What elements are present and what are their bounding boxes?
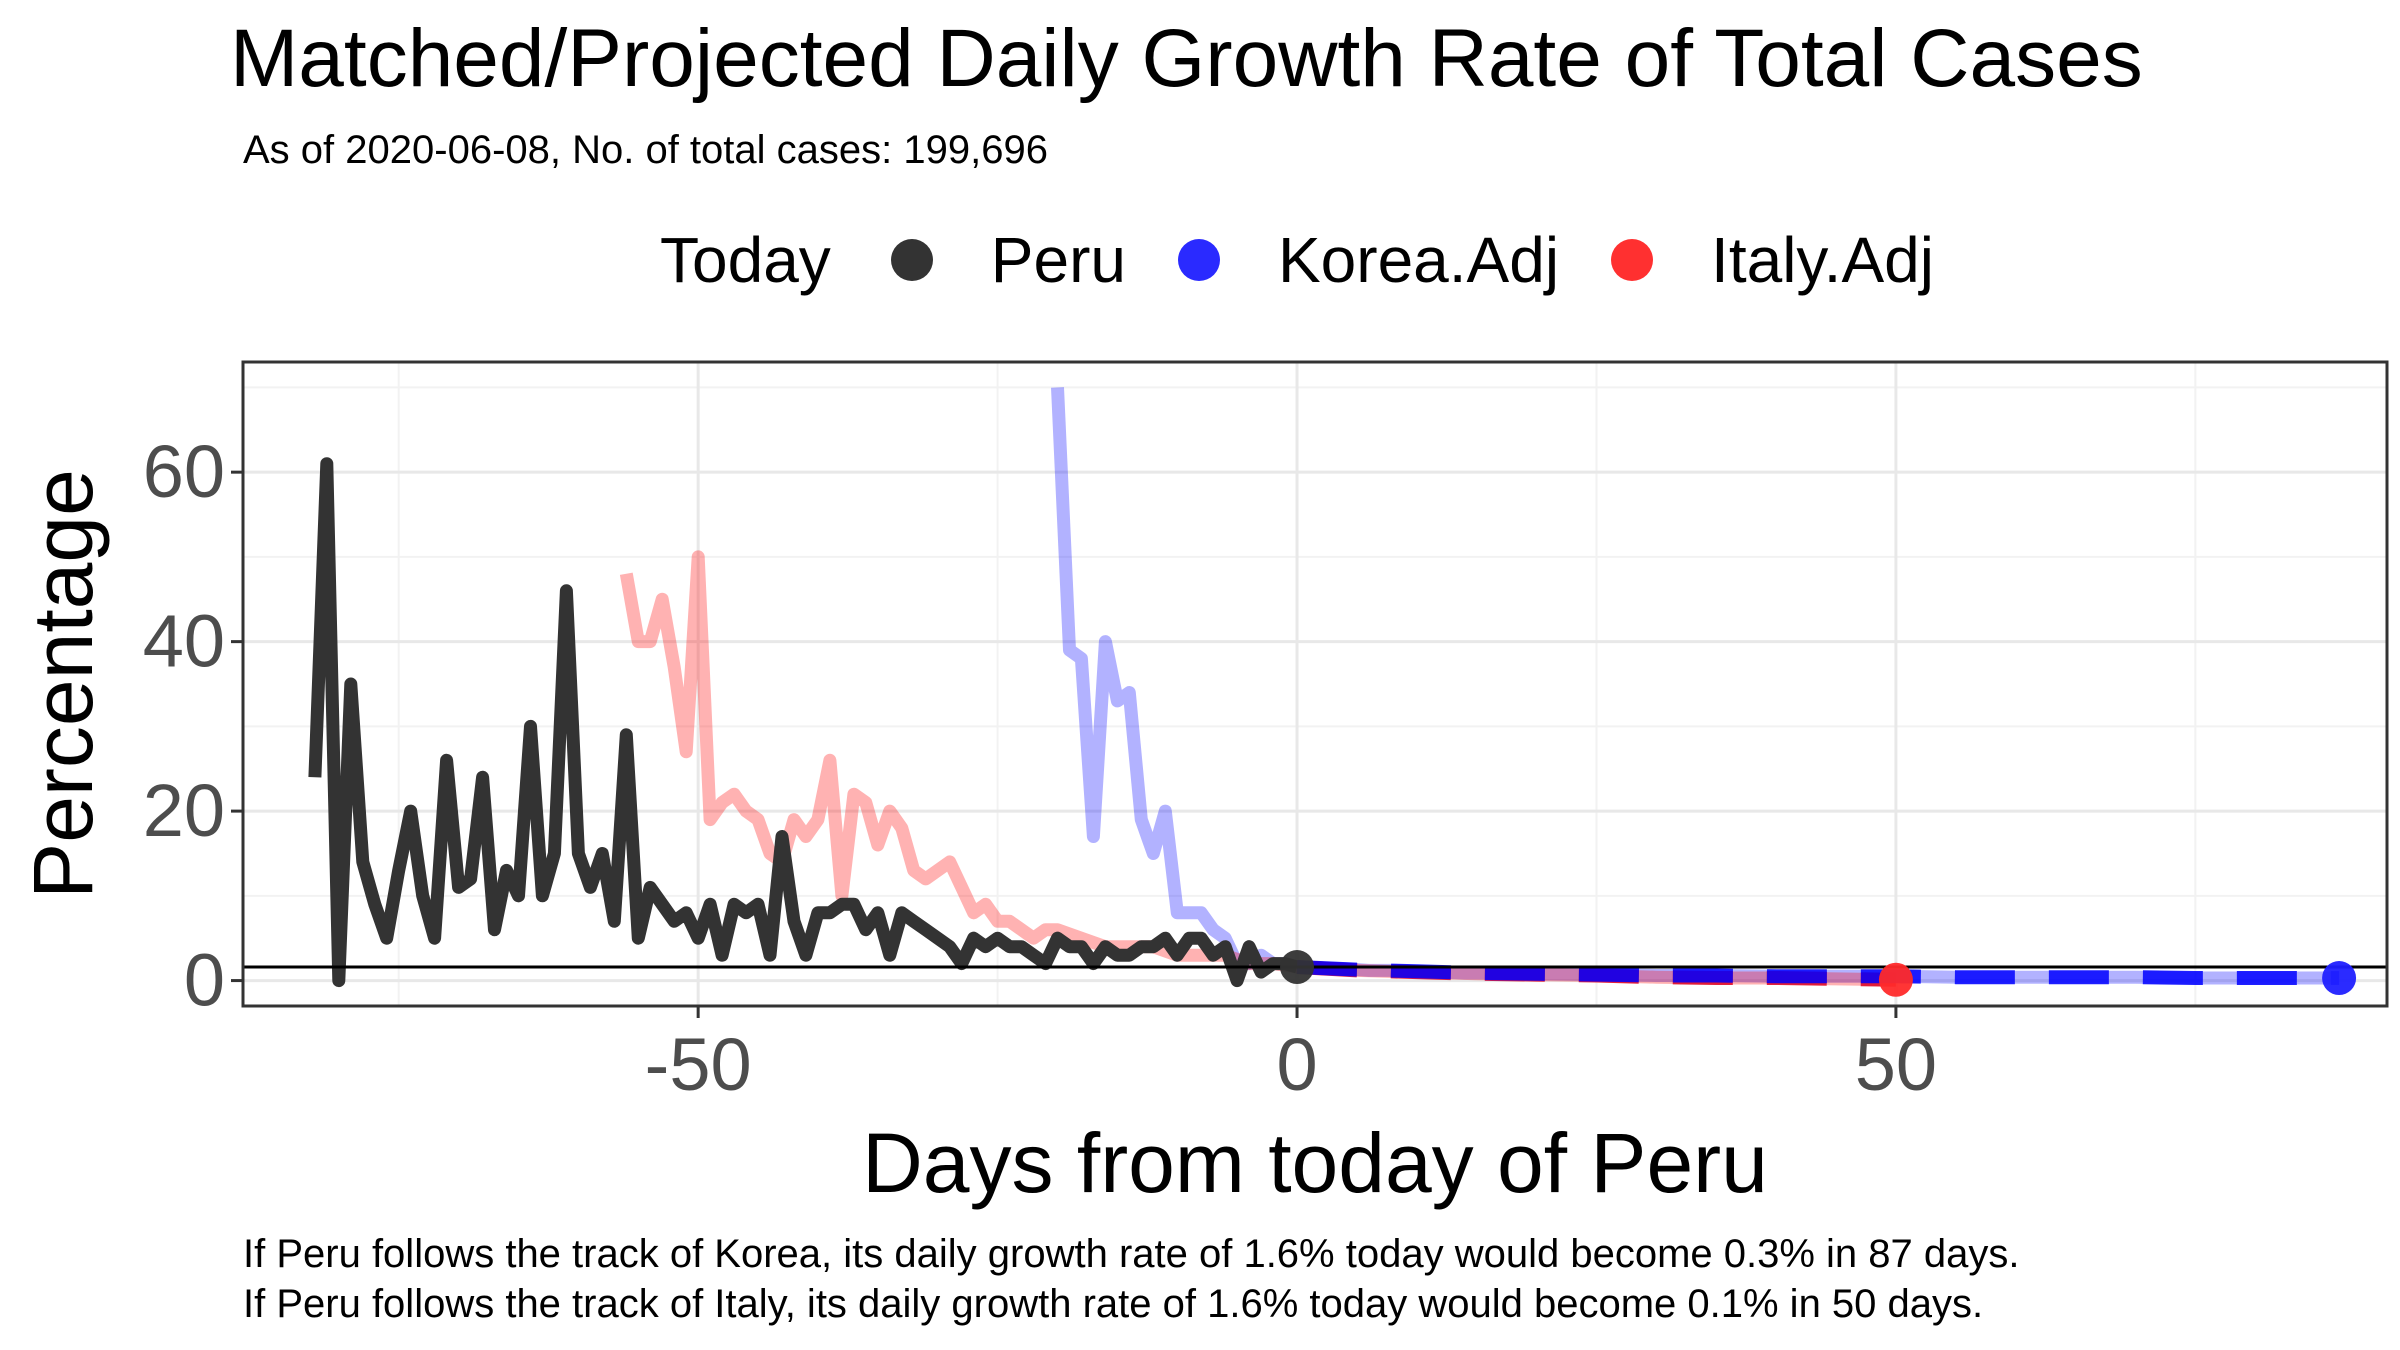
x-axis-title: Days from today of Peru [862, 1116, 1768, 1210]
y-tick-label: 60 [143, 430, 225, 513]
today-point-italy-adj [1878, 962, 1913, 997]
caption-italy: If Peru follows the track of Italy, its … [243, 1282, 1984, 1326]
legend-label-italy: Italy.Adj [1711, 224, 1934, 296]
legend-title: Today [660, 224, 831, 296]
legend-label-korea: Korea.Adj [1277, 224, 1560, 296]
y-tick-label: 40 [143, 600, 225, 683]
legend-dot-peru [890, 239, 933, 281]
legend-item-korea: Korea.Adj [1177, 223, 1560, 297]
y-axis-title: Percentage [16, 469, 110, 899]
caption-korea: If Peru follows the track of Korea, its … [243, 1232, 2020, 1276]
x-tick-label: 0 [1276, 1023, 1317, 1106]
y-tick-label: 20 [143, 769, 225, 852]
series-line-peru [308, 457, 1299, 988]
x-tick-label: 50 [1855, 1023, 1937, 1106]
chart-subtitle: As of 2020-06-08, No. of total cases: 19… [243, 128, 1048, 172]
y-tick-label: 0 [184, 939, 225, 1022]
today-point-peru [1280, 950, 1315, 985]
x-tick-label: -50 [645, 1023, 752, 1106]
legend-label-peru: Peru [990, 224, 1126, 296]
series-line-korea-adj [1051, 387, 2340, 985]
plot-border [241, 360, 2389, 1008]
today-point-korea-adj [2322, 961, 2357, 996]
legend-dot-korea [1177, 239, 1220, 281]
legend-item-peru: Peru [890, 223, 1126, 297]
chart-title: Matched/Projected Daily Growth Rate of T… [230, 13, 2143, 104]
series-line-korea-adj-projected- [1296, 960, 2340, 985]
legend: Today Peru Korea.Adj Italy.Adj [660, 220, 1986, 300]
legend-dot-italy [1611, 239, 1654, 281]
legend-item-italy: Italy.Adj [1611, 223, 1934, 297]
